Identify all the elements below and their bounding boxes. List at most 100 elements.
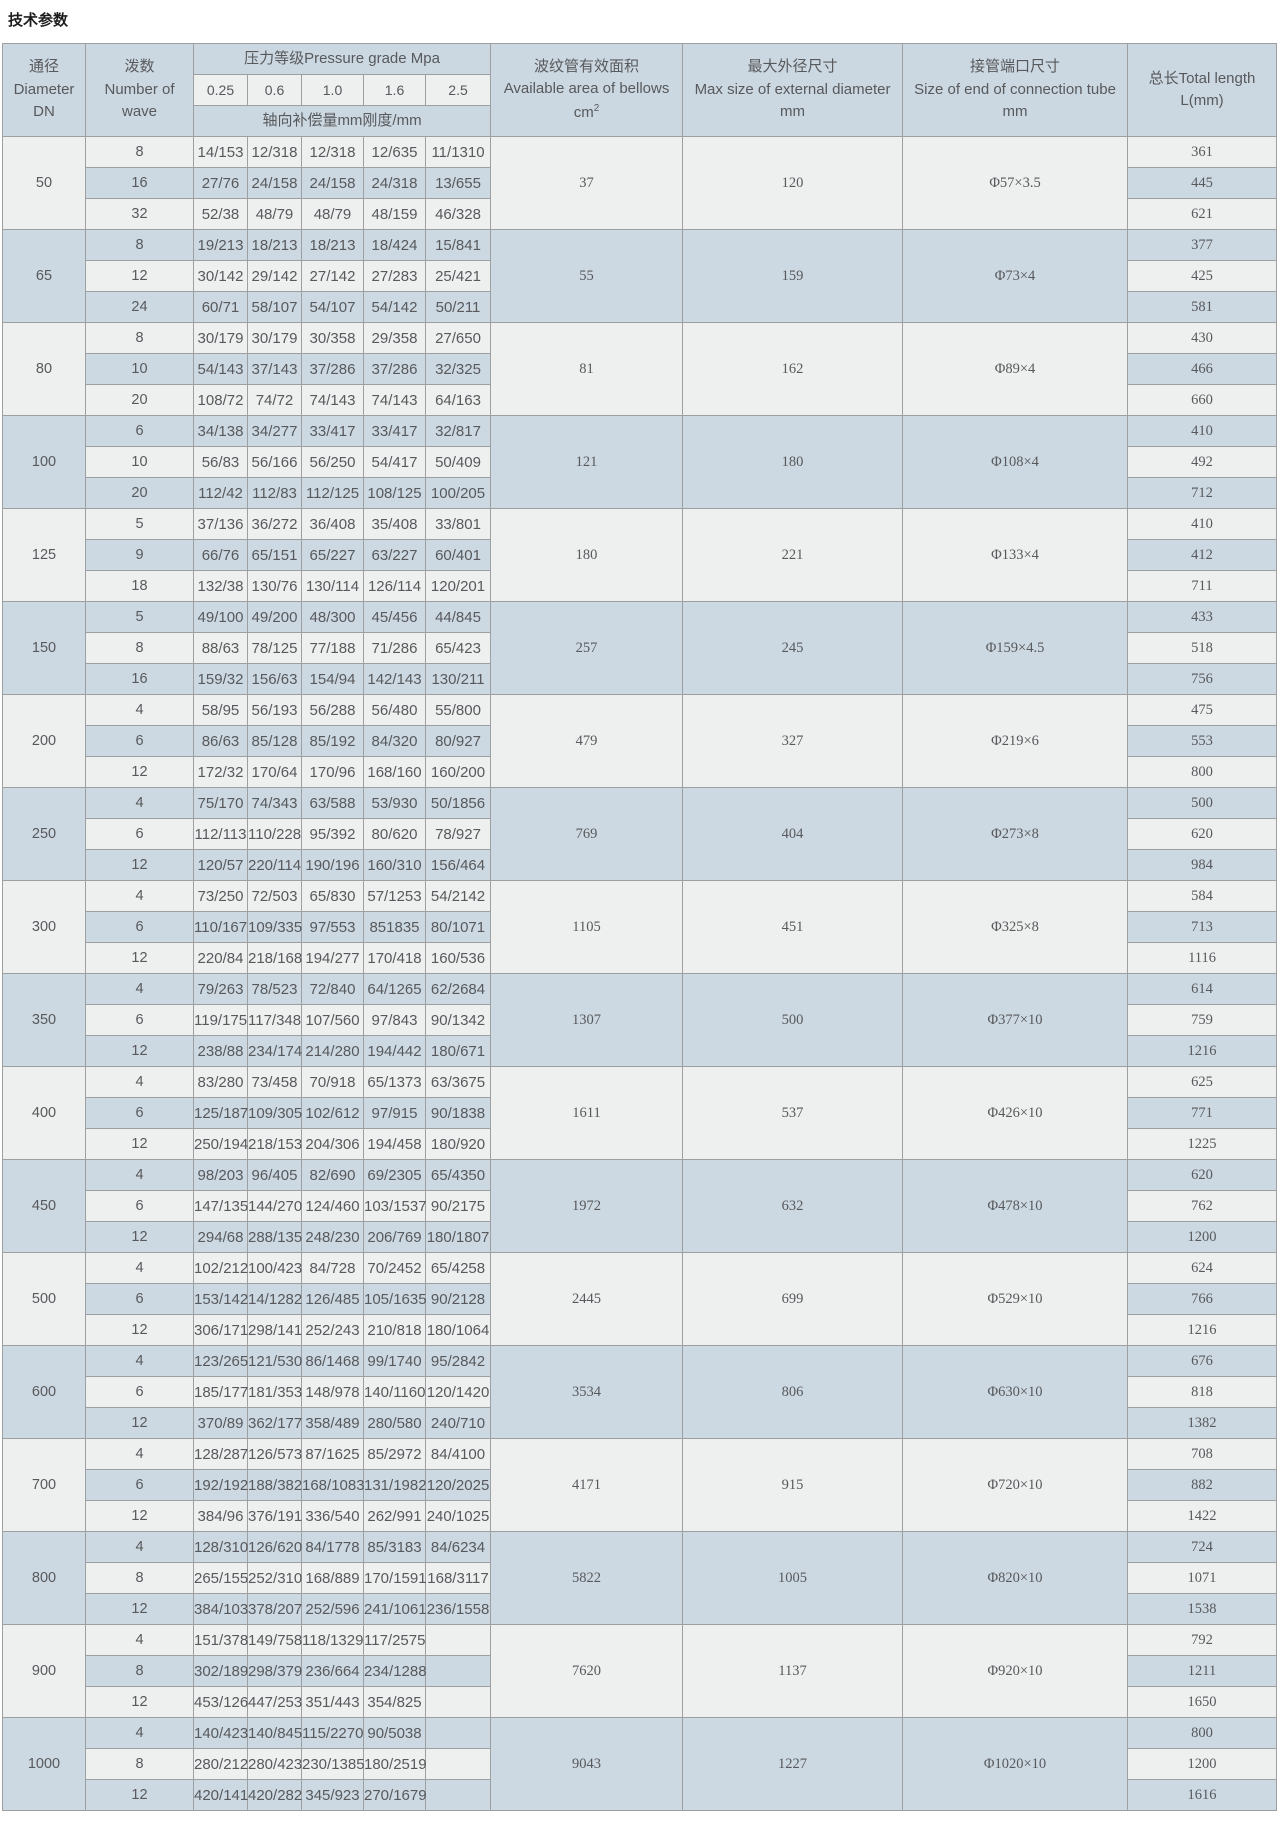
pressure-cell: 95/2842 xyxy=(424,1345,492,1377)
pressure-cell: 190/196 xyxy=(301,849,364,881)
length-cell: 766 xyxy=(1127,1283,1278,1315)
pressure-cell: 100/205 xyxy=(424,477,492,509)
table-row: 6 185/177 181/353 148/978 140/1160 120/1420 81… xyxy=(3,1376,1278,1408)
tube-size-cell: Φ377×10 xyxy=(902,973,1129,1067)
page-title: 技术参数 xyxy=(8,12,69,29)
table-row: 12 306/171 298/141 252/243 210/818 180/1064 12… xyxy=(3,1314,1278,1346)
area-cell: 7620 xyxy=(490,1624,684,1718)
area-cell: 9043 xyxy=(490,1717,684,1811)
pressure-cell: 74/143 xyxy=(363,384,426,416)
area-unit-superscript: 2 xyxy=(593,102,600,114)
pressure-cell: 236/1558 xyxy=(424,1593,492,1625)
pressure-cell: 30/179 xyxy=(193,322,248,354)
tube-size-cell: Φ89×4 xyxy=(902,322,1129,416)
table-row: 6 147/135 144/270 124/460 103/1537 90/2175 762 xyxy=(3,1190,1278,1222)
pressure-cell: 194/458 xyxy=(363,1128,426,1160)
tube-size-cell: Φ219×6 xyxy=(902,694,1129,788)
length-cell: 492 xyxy=(1127,446,1278,478)
waves-cell: 24 xyxy=(85,291,194,323)
table-row: 16 159/32 156/63 154/94 142/143 130/211 756 xyxy=(3,663,1278,695)
pressure-cell: 384/103 xyxy=(193,1593,248,1625)
col-header-area-cn: 波纹管有效面积 xyxy=(534,57,640,75)
table-row: 12 250/194 218/153 204/306 194/458 180/920 122… xyxy=(3,1128,1278,1160)
pressure-cell: 234/1288 xyxy=(363,1655,427,1687)
pressure-cell: 168/889 xyxy=(301,1562,364,1594)
pressure-cell: 132/38 xyxy=(193,570,248,602)
table-row: 500 4 102/212 100/423 84/728 70/2452 65/4258 24… xyxy=(2,1252,1278,1346)
pressure-cell: 73/458 xyxy=(247,1066,302,1098)
waves-cell: 18 xyxy=(85,570,194,602)
pressure-cell: 280/423 xyxy=(247,1748,302,1780)
pressure-cell: 240/1025 xyxy=(424,1500,492,1532)
pressure-value-header: 1.0 xyxy=(301,74,364,106)
pressure-cell: 55/800 xyxy=(424,694,492,726)
pressure-cell: 53/930 xyxy=(363,787,426,819)
pressure-cell: 168/160 xyxy=(363,756,426,788)
length-cell: 361 xyxy=(1127,136,1278,168)
pressure-cell xyxy=(424,1624,492,1656)
pressure-cell: 66/76 xyxy=(193,539,248,571)
pressure-cell: 37/286 xyxy=(363,353,426,385)
pressure-cell: 126/114 xyxy=(363,570,426,602)
area-cell: 2445 xyxy=(490,1252,684,1346)
waves-cell: 32 xyxy=(85,198,194,230)
pressure-cell: 56/166 xyxy=(247,446,302,478)
dn-cell: 1000 xyxy=(2,1717,86,1811)
waves-cell: 6 xyxy=(85,1469,194,1501)
pressure-cell: 108/125 xyxy=(363,477,426,509)
pressure-cell: 298/141 xyxy=(247,1314,302,1346)
waves-cell: 6 xyxy=(85,911,194,943)
pressure-cell: 78/927 xyxy=(424,818,492,850)
tube-size-cell: Φ133×4 xyxy=(902,508,1129,602)
pressure-cell: 192/192 xyxy=(193,1469,248,1501)
pressure-cell: 110/167 xyxy=(193,911,248,943)
pressure-cell: 97/843 xyxy=(363,1004,426,1036)
waves-cell: 12 xyxy=(85,1128,194,1160)
pressure-cell: 121/530 xyxy=(247,1345,302,1377)
pressure-cell: 34/138 xyxy=(193,415,248,447)
pressure-cell: 37/143 xyxy=(247,353,302,385)
pressure-cell: 362/177 xyxy=(247,1407,302,1439)
table-row: 900 4 151/378 149/758 118/1329 117/2575 7620 11… xyxy=(2,1624,1278,1718)
col-header-diameter-cn: 通径 xyxy=(28,58,59,76)
pressure-cell: 48/159 xyxy=(363,198,426,230)
pressure-cell: 56/83 xyxy=(193,446,248,478)
pressure-cell: 124/460 xyxy=(301,1190,364,1222)
pressure-cell: 27/283 xyxy=(363,260,426,292)
dn-cell: 250 xyxy=(2,787,86,881)
pressure-cell: 58/95 xyxy=(193,694,248,726)
pressure-cell: 345/923 xyxy=(301,1779,364,1811)
pressure-cell: 83/280 xyxy=(193,1066,248,1098)
pressure-cell: 56/480 xyxy=(363,694,426,726)
dn-cell: 700 xyxy=(2,1438,86,1532)
table-row: 100 6 34/138 34/277 33/417 33/417 32/817 121 180… xyxy=(2,415,1278,509)
pressure-cell: 234/174 xyxy=(247,1035,302,1067)
table-row: 6 86/63 85/128 85/192 84/320 80/927 553 xyxy=(3,725,1278,757)
waves-cell: 20 xyxy=(85,477,194,509)
area-cell: 180 xyxy=(490,508,684,602)
pressure-cell: 170/64 xyxy=(247,756,302,788)
pressure-cell: 160/310 xyxy=(363,849,426,881)
table-row: 50 8 14/153 12/318 12/318 12/635 11/1310 37 120 Φ… xyxy=(2,136,1278,230)
pressure-cell: 172/32 xyxy=(193,756,248,788)
col-header-diameter-dn: DN xyxy=(33,103,55,121)
pressure-cell: 252/596 xyxy=(301,1593,364,1625)
pressure-cell: 54/2142 xyxy=(424,880,492,912)
pressure-cell: 453/126 xyxy=(193,1686,248,1718)
table-row: 12 370/89 362/177 358/489 280/580 240/710 1382 xyxy=(3,1407,1278,1439)
area-cell: 1972 xyxy=(490,1159,684,1253)
pressure-cell: 29/358 xyxy=(363,322,426,354)
length-cell: 1650 xyxy=(1127,1686,1278,1718)
pressure-cell: 45/456 xyxy=(363,601,426,633)
pressure-cell: 85/128 xyxy=(247,725,302,757)
pressure-cell: 49/100 xyxy=(193,601,248,633)
pressure-cell: 156/464 xyxy=(424,849,492,881)
table-row: 12 453/126 447/253 351/443 354/825 1650 xyxy=(3,1686,1278,1718)
dn-cell: 350 xyxy=(2,973,86,1067)
tube-size-cell: Φ273×8 xyxy=(902,787,1129,881)
max-diameter-cell: 159 xyxy=(682,229,904,323)
pressure-cell: 130/114 xyxy=(301,570,364,602)
pressure-cell: 70/918 xyxy=(301,1066,364,1098)
length-cell: 621 xyxy=(1127,198,1278,230)
waves-cell: 12 xyxy=(85,1221,194,1253)
